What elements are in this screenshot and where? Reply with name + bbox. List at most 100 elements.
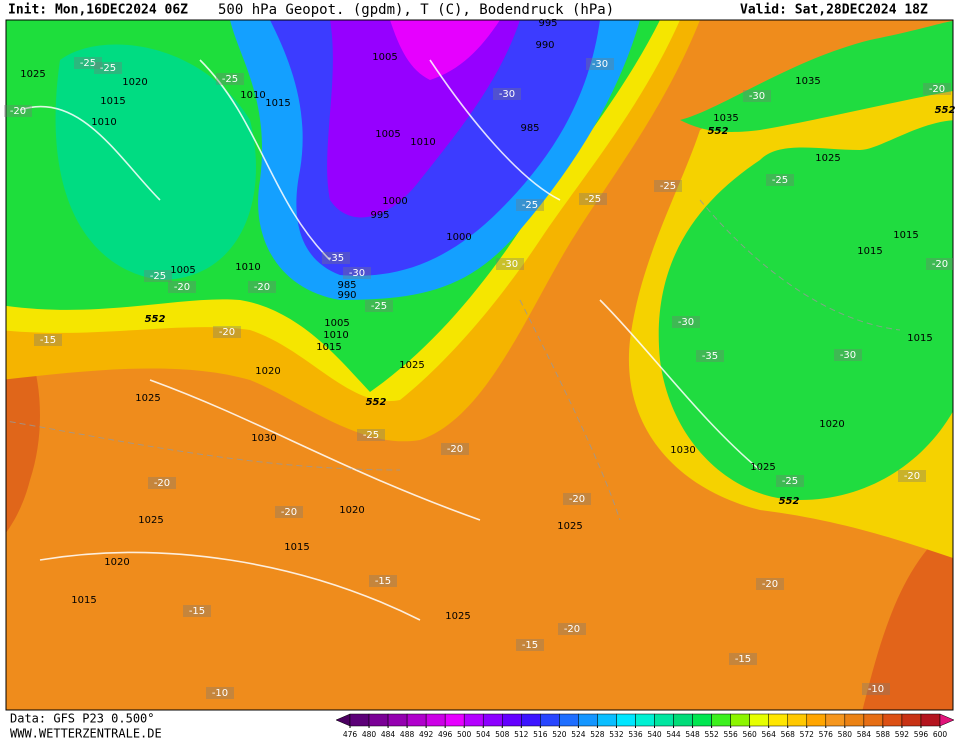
temperature-label-box [926,258,954,270]
temperature-label-box [183,605,211,617]
temperature-label-box [493,88,521,100]
colorbar-tick-label: 576 [819,730,834,739]
isobar-label: 1025 [445,611,470,622]
colorbar-cell [673,713,693,727]
temperature-label: -15 [40,335,56,346]
colorbar-tick-label: 512 [514,730,529,739]
colorbar-tick-label: 480 [362,730,377,739]
temperature-label: -20 [929,84,945,95]
colorbar-cell [578,713,598,727]
green-area-north [680,20,953,132]
temperature-label-box [206,687,234,699]
temperature-label: -20 [254,282,270,293]
temperature-label-box [516,639,544,651]
temperature-label: -15 [189,606,205,617]
colorbar-cell [654,713,674,727]
temperature-label: -25 [100,63,116,74]
temperature-label-box [496,258,524,270]
map-field [6,20,953,710]
colorbar-tick-label: 572 [800,730,815,739]
isobar-label: 990 [535,40,554,51]
colorbar-cell [387,713,408,727]
isobar-label: 1015 [100,96,125,107]
colorbar-tick-label: 580 [838,730,853,739]
temperature-label: -20 [10,106,26,117]
colorbar-tick-label: 516 [533,730,548,739]
temperature-label: -20 [932,259,948,270]
temperature-label-box [216,73,244,85]
colorbar-tick-label: 588 [876,730,891,739]
website: WWW.WETTERZENTRALE.DE [10,727,162,741]
temperature-label: -20 [447,444,463,455]
temperature-label-box [322,252,350,264]
isobar-label: 1015 [893,230,918,241]
temperature-label: -20 [281,507,297,518]
temperature-label: -20 [174,282,190,293]
colorbar-cell [692,713,712,727]
isobar-label: 1025 [557,521,582,532]
isobar-label: 995 [538,18,557,29]
colorbar-cell [635,713,655,727]
colorbar-cell [540,713,560,727]
isobar-label: 1015 [857,246,882,257]
temperature-label-box [756,578,784,590]
temperature-label: -30 [749,91,765,102]
isobar-label: 1025 [138,515,163,526]
temperature-label: -25 [150,271,166,282]
colorbar-cell [502,713,522,727]
temperature-label-box [168,281,196,293]
purple-area [327,20,520,218]
colorbar-tick-label: 592 [895,730,910,739]
temperature-label-box [248,281,276,293]
temperature-label-box [4,105,32,117]
colorbar-tick-label: 500 [457,730,472,739]
isobar-label: 1035 [713,113,738,124]
temperature-label: -30 [678,317,694,328]
height-label: 552 [779,496,800,507]
temperature-label: -20 [569,494,585,505]
isobar-label: 1015 [316,342,341,353]
colorbar-tick-label: 584 [857,730,872,739]
colorbar-arrow-high [939,713,955,727]
temperature-label-box [275,506,303,518]
isobar-label: 1005 [375,129,400,140]
temperature-label: -25 [522,200,538,211]
isobar-label: 1020 [255,366,280,377]
isobar-label: 1005 [170,265,195,276]
colorbar-tick-label: 528 [590,730,605,739]
isobar-label: 995 [370,210,389,221]
colorbar-tick-label: 540 [647,730,662,739]
isobar-label: 1010 [235,262,260,273]
colorbar-cell [730,713,750,727]
temperature-label-box [766,174,794,186]
colorbar-tick-label: 508 [495,730,510,739]
colorbar-tick-label: 532 [609,730,624,739]
colorbar-cell [882,713,903,727]
isobar-label: 1020 [819,419,844,430]
magenta-area [390,20,500,80]
green-cyan-area [55,44,256,280]
temperature-label-box [672,316,700,328]
temperature-label: -20 [219,327,235,338]
height-label: 552 [935,105,956,116]
warm-area [862,524,953,710]
temperature-label: -15 [375,576,391,587]
temperature-label: -25 [660,181,676,192]
temperature-label: -10 [868,684,884,695]
colorbar-tick-label: 596 [914,730,929,739]
temperature-label-box [834,349,862,361]
colorbar-tick-label: 496 [438,730,453,739]
temperature-label: -30 [499,89,515,100]
colorbar-cell [749,713,769,727]
temperature-label: -30 [502,259,518,270]
map-labels: 9959901005102510201015101010151010985100… [4,18,955,699]
colorbar-tick-label: 564 [762,730,777,739]
temperature-label: -25 [363,430,379,441]
colorbar-cell [482,713,503,727]
temperature-label: -35 [702,351,718,362]
height-label: 552 [708,126,729,137]
temperature-label-box [696,350,724,362]
colorbar-tick-label: 568 [781,730,796,739]
temperature-label-box [343,267,371,279]
temperature-label-box [898,470,926,482]
